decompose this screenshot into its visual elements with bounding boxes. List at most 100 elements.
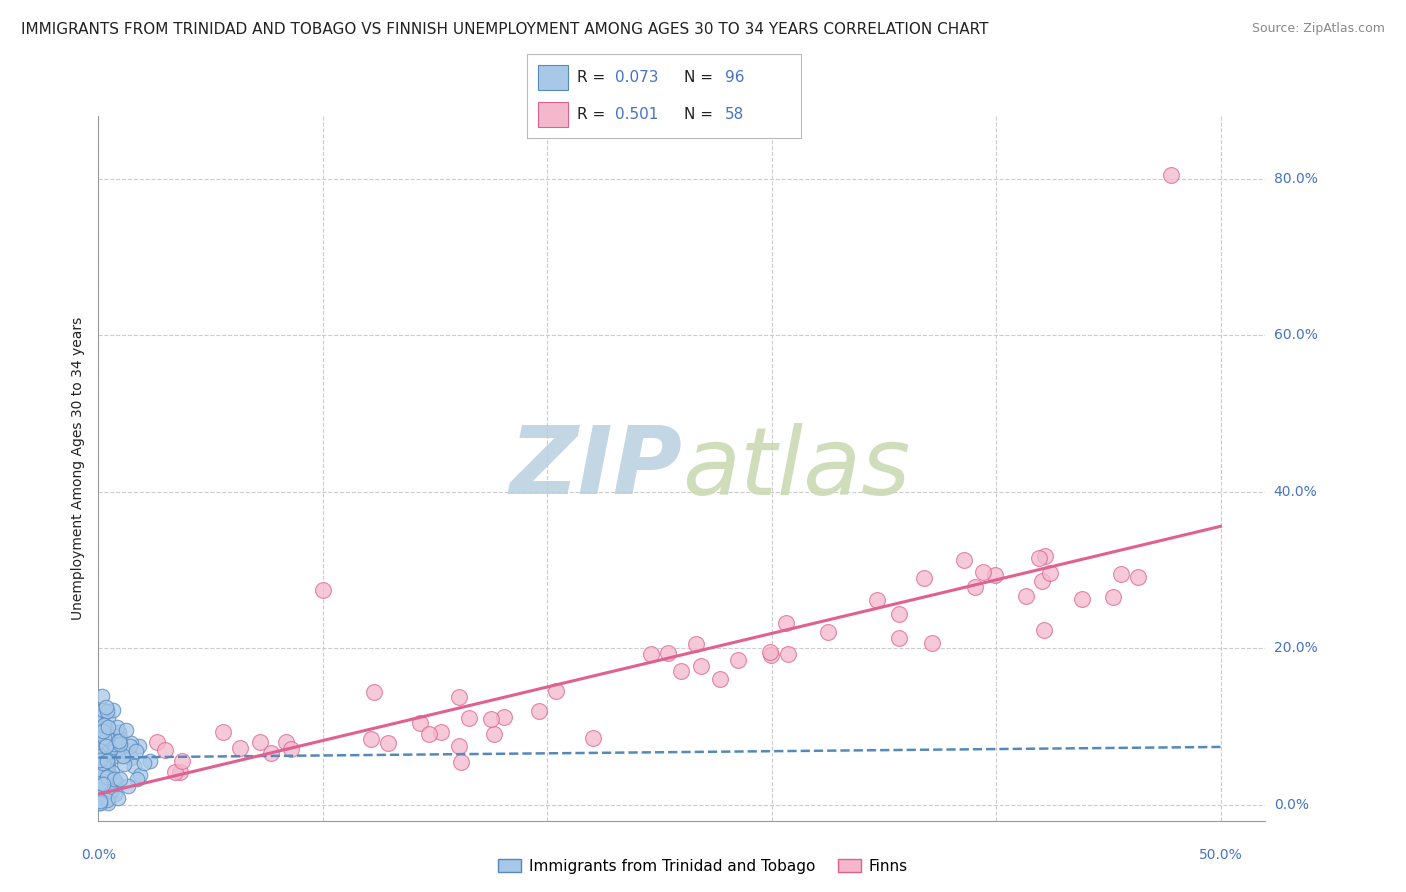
Point — [91, 723, 114, 738]
Point — [363, 684, 385, 698]
Point — [89, 754, 111, 768]
Point — [90, 724, 112, 739]
Point — [430, 725, 453, 739]
Point — [93, 773, 115, 788]
Point — [97, 766, 120, 780]
Point — [108, 737, 131, 751]
Point — [128, 739, 150, 753]
Point — [105, 742, 128, 756]
Point — [1126, 570, 1149, 584]
Text: 0.0%: 0.0% — [82, 848, 115, 863]
Point — [96, 763, 118, 777]
Point — [984, 568, 1007, 582]
Point — [107, 734, 129, 748]
Point — [96, 704, 118, 718]
Point — [101, 764, 124, 779]
Point — [775, 616, 797, 631]
Point — [98, 790, 121, 805]
Point — [107, 725, 129, 739]
Point — [100, 784, 122, 798]
Point — [103, 772, 125, 787]
Point — [91, 703, 114, 717]
Point — [117, 779, 139, 793]
Point — [1031, 574, 1053, 588]
Point — [1028, 551, 1050, 566]
Point — [963, 580, 986, 594]
Bar — [538, 102, 568, 128]
Point — [953, 553, 976, 567]
Point — [817, 624, 839, 639]
Point — [89, 753, 111, 767]
Point — [103, 735, 125, 749]
Point — [229, 740, 252, 755]
Point — [146, 735, 169, 749]
Point — [94, 751, 117, 765]
Point — [91, 764, 114, 779]
Point — [127, 772, 149, 786]
Point — [274, 734, 297, 748]
Point — [408, 716, 430, 731]
Point — [479, 712, 502, 726]
Point — [107, 749, 129, 764]
Text: N =: N = — [683, 70, 717, 85]
Point — [90, 689, 112, 703]
Point — [96, 699, 118, 714]
Y-axis label: Unemployment Among Ages 30 to 34 years: Unemployment Among Ages 30 to 34 years — [70, 317, 84, 620]
Point — [103, 703, 125, 717]
Point — [97, 758, 120, 772]
Point — [377, 736, 399, 750]
Point — [165, 764, 187, 779]
Point — [312, 582, 335, 597]
Point — [96, 742, 118, 756]
Point — [93, 763, 115, 777]
Point — [96, 753, 118, 767]
Point — [492, 710, 515, 724]
Point — [93, 730, 115, 744]
Point — [1038, 566, 1060, 580]
Point — [120, 751, 142, 765]
Point — [97, 720, 120, 734]
Point — [759, 645, 782, 659]
Point — [709, 673, 731, 687]
Point — [89, 793, 111, 807]
Point — [449, 739, 471, 753]
Point — [103, 737, 125, 751]
Point — [582, 731, 605, 745]
Point — [93, 722, 115, 736]
Point — [1032, 623, 1054, 637]
Point — [103, 739, 125, 754]
Point — [90, 776, 112, 790]
Point — [94, 780, 117, 794]
Point — [94, 760, 117, 774]
Point — [97, 732, 120, 747]
Text: 80.0%: 80.0% — [1274, 171, 1317, 186]
Point — [96, 727, 118, 741]
Point — [104, 787, 127, 801]
Point — [96, 731, 118, 746]
Point — [112, 749, 135, 764]
Point — [759, 648, 782, 662]
Point — [91, 769, 114, 783]
Point — [972, 565, 994, 579]
Point — [93, 756, 115, 770]
Point — [360, 731, 382, 746]
Point — [96, 792, 118, 806]
Point — [90, 758, 112, 772]
Point — [544, 684, 567, 698]
Point — [89, 766, 111, 780]
Point — [97, 711, 120, 725]
Point — [260, 746, 283, 760]
Point — [132, 756, 155, 771]
Point — [93, 717, 115, 731]
Point — [249, 735, 271, 749]
Point — [689, 659, 711, 673]
Point — [89, 797, 111, 811]
Point — [1015, 589, 1038, 603]
Point — [776, 648, 799, 662]
Text: 58: 58 — [724, 107, 744, 122]
Point — [1109, 566, 1132, 581]
Text: 0.501: 0.501 — [614, 107, 658, 122]
Point — [105, 720, 128, 734]
Point — [529, 704, 551, 718]
Point — [155, 742, 177, 756]
